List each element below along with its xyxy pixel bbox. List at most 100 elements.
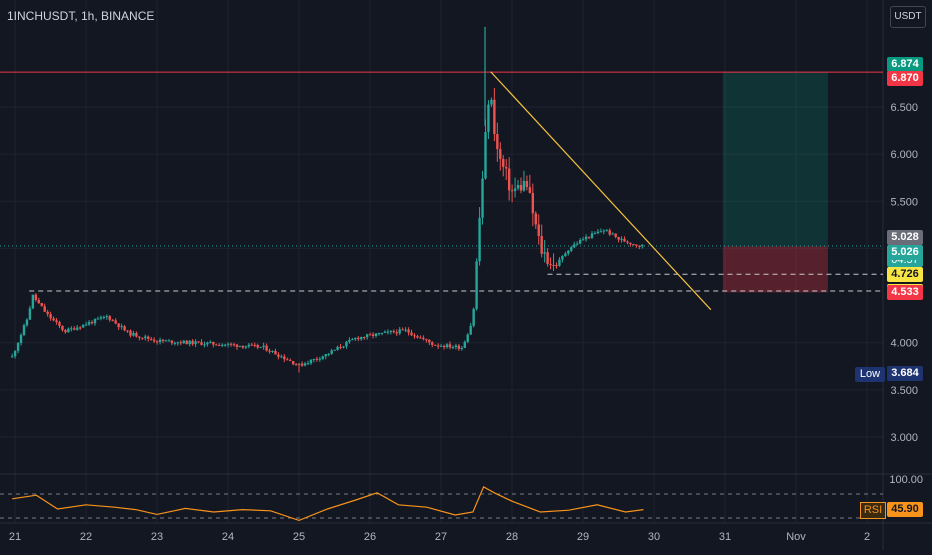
candle-body xyxy=(635,244,638,246)
candle-body xyxy=(250,344,253,346)
candle-body xyxy=(318,358,322,360)
candle-body xyxy=(608,230,611,235)
candle-body xyxy=(31,294,35,309)
candle-body xyxy=(454,345,458,348)
candle-body xyxy=(218,345,221,347)
candle-body xyxy=(22,325,26,336)
candle-body xyxy=(312,358,316,360)
candle-body xyxy=(13,350,17,357)
candle-body xyxy=(259,346,262,348)
candle-body xyxy=(81,324,85,328)
candle-body xyxy=(626,241,629,243)
candle-body xyxy=(16,343,20,351)
candle-body xyxy=(342,346,345,348)
candle-body xyxy=(561,256,564,260)
candle-body xyxy=(502,158,505,168)
candle-body xyxy=(351,339,354,341)
candle-body xyxy=(484,132,487,179)
candle-body xyxy=(478,217,481,262)
candle-body xyxy=(380,332,384,334)
candle-body xyxy=(614,233,617,237)
candle-body xyxy=(363,337,366,339)
y-tick-label: 5.500 xyxy=(890,196,918,208)
candle-body xyxy=(158,339,162,343)
candle-body xyxy=(99,317,103,319)
candle-body xyxy=(147,336,150,339)
candle-body xyxy=(114,320,117,324)
candle-body xyxy=(73,328,76,330)
candle-body xyxy=(43,306,46,312)
candle-body xyxy=(425,339,428,341)
x-tick-label: 21 xyxy=(9,531,21,543)
candle-body xyxy=(445,344,449,348)
candle-body xyxy=(611,233,614,235)
position-loss-zone xyxy=(722,245,828,293)
candle-body xyxy=(179,342,182,344)
candle-body xyxy=(552,264,555,266)
candle-body xyxy=(262,345,265,347)
x-tick-label: 27 xyxy=(435,531,447,543)
rsi-top-tick: 100.00 xyxy=(889,474,923,486)
candle-body xyxy=(451,347,455,349)
candle-body xyxy=(292,361,295,365)
candle-body xyxy=(439,345,443,347)
candle-body xyxy=(383,331,387,333)
candle-body xyxy=(111,319,114,321)
candle-body xyxy=(152,339,156,342)
candle-body xyxy=(67,328,70,333)
price-axis-label: 4.533 xyxy=(887,285,923,301)
candle-body xyxy=(286,359,289,361)
candle-body xyxy=(401,329,404,331)
candle-body xyxy=(496,134,499,150)
candle-body xyxy=(197,341,200,343)
rsi-line xyxy=(12,485,644,522)
candle-body xyxy=(10,356,14,358)
candle-body xyxy=(309,359,313,364)
candle-body xyxy=(472,308,475,326)
candle-body xyxy=(357,337,360,340)
candle-body xyxy=(623,238,626,242)
y-tick-label: 6.000 xyxy=(890,149,918,161)
candle-body xyxy=(221,344,224,346)
candle-body xyxy=(374,333,378,336)
candle-body xyxy=(519,184,523,191)
candle-body xyxy=(368,334,372,336)
candle-body xyxy=(280,356,283,358)
candle-body xyxy=(164,340,168,342)
candle-body xyxy=(188,340,191,345)
candle-body xyxy=(605,230,608,232)
candle-body xyxy=(191,340,194,345)
candle-body xyxy=(436,345,440,347)
candle-body xyxy=(203,344,206,346)
candle-body xyxy=(70,328,73,330)
candle-body xyxy=(141,337,144,339)
candle-body xyxy=(247,344,251,347)
x-tick-label: 25 xyxy=(293,531,305,543)
candle-body xyxy=(132,332,135,336)
candle-body xyxy=(513,188,517,192)
candle-body xyxy=(466,334,469,342)
candle-body xyxy=(123,326,126,331)
candle-body xyxy=(25,319,29,326)
candle-body xyxy=(537,224,540,237)
candle-body xyxy=(448,344,452,348)
candle-body xyxy=(602,230,606,232)
candle-body xyxy=(584,236,588,240)
currency-button[interactable]: USDT xyxy=(890,6,926,28)
candle-body xyxy=(593,233,597,235)
candle-body xyxy=(442,345,446,348)
candle-body xyxy=(392,331,395,333)
y-tick-label: 3.000 xyxy=(890,432,918,444)
candle-body xyxy=(232,344,236,346)
candle-body xyxy=(87,322,91,325)
x-tick-label: 23 xyxy=(151,531,163,543)
candle-body xyxy=(564,253,567,257)
rsi-label: RSI xyxy=(860,502,886,519)
candle-body xyxy=(638,245,641,247)
symbol-title: 1INCHUSDT, 1h, BINANCE xyxy=(7,9,155,23)
candle-body xyxy=(578,239,582,244)
candle-body xyxy=(64,330,67,333)
candle-body xyxy=(395,332,398,334)
